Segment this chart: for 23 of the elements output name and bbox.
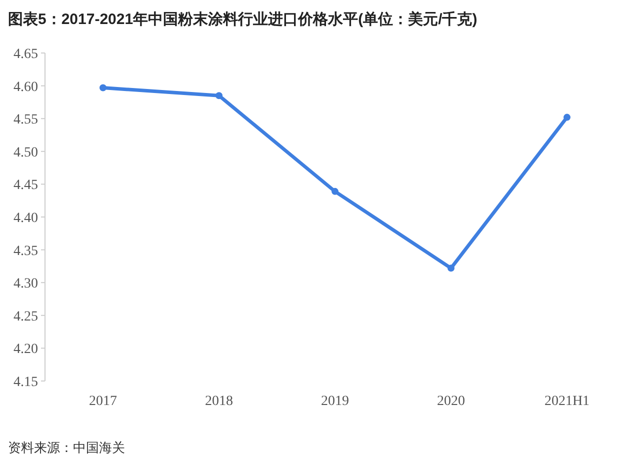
x-tick-label: 2019 [321, 394, 349, 409]
y-tick-label: 4.65 [14, 47, 38, 62]
y-tick-label: 4.50 [14, 145, 38, 160]
point [332, 188, 338, 195]
x-tick-label: 2018 [205, 394, 233, 409]
point [216, 92, 222, 100]
chart-title: 图表5：2017-2021年中国粉末涂料行业进口价格水平(单位：美元/千克) [8, 10, 478, 28]
y-tick-label: 4.60 [14, 80, 38, 95]
x-tick-label: 2017 [89, 394, 117, 409]
y-tick-label: 4.30 [14, 276, 38, 292]
y-tick-label: 4.55 [14, 112, 38, 128]
y-tick-label: 4.15 [14, 375, 38, 390]
x-tick-label: 2020 [437, 394, 465, 409]
point [564, 114, 570, 121]
text: 资料来源：中国海关 [8, 440, 125, 455]
y-tick-label: 4.25 [14, 309, 38, 324]
point [100, 84, 106, 92]
y-tick-label: 4.20 [14, 342, 38, 358]
y-tick-label: 4.45 [14, 178, 38, 194]
y-tick-label: 4.40 [14, 211, 38, 226]
point [448, 264, 454, 272]
x-tick-label: 2021H1 [544, 394, 590, 409]
y-tick-label: 4.35 [14, 244, 38, 259]
